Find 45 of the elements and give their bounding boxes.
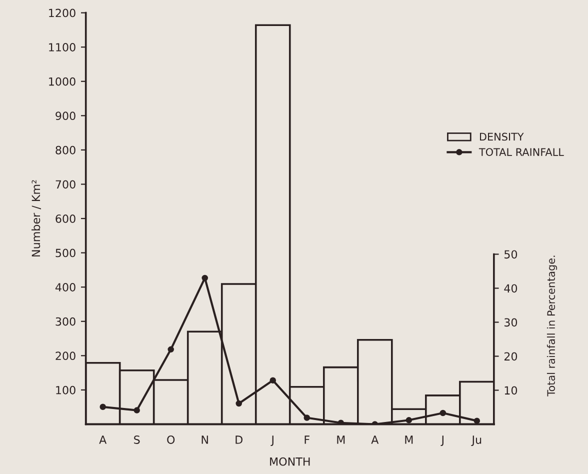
y-tick-label: 1000 xyxy=(49,77,76,86)
y-tick-label: 100 xyxy=(56,386,76,394)
x-tick-label: A xyxy=(99,436,107,444)
point xyxy=(338,420,344,424)
x-tick-label: N xyxy=(202,436,208,444)
x-tick-label: A xyxy=(371,436,379,444)
y2-tick-label: 50 xyxy=(504,250,518,259)
y2-tick-label: 40 xyxy=(504,284,518,293)
x-tick-label: D xyxy=(236,436,242,444)
x-tick-label: M xyxy=(337,436,345,444)
x-axis-title: MONTH xyxy=(270,457,310,466)
y-tick-label: 600 xyxy=(56,214,76,223)
y2-tick-label: 20 xyxy=(504,352,518,361)
point xyxy=(100,404,106,410)
point xyxy=(236,400,242,407)
point xyxy=(474,418,480,424)
y2-axis-title: Total rainfall in Percentage. xyxy=(546,256,558,396)
y-tick-label: 200 xyxy=(56,352,76,360)
legend-label: DENSITY xyxy=(480,132,524,141)
y-axis-title: Number / Km² xyxy=(32,180,42,256)
point xyxy=(168,346,174,353)
y-tick-label: 1100 xyxy=(49,43,76,52)
y-tick-label: 300 xyxy=(56,317,76,326)
point xyxy=(270,377,276,384)
point xyxy=(202,274,208,282)
x-tick-label: M xyxy=(405,436,413,444)
x-tick-label: F xyxy=(304,436,310,444)
x-tick-label: Ju xyxy=(471,436,482,446)
y-tick-label: 500 xyxy=(56,248,76,258)
y-tick-label: 1200 xyxy=(49,8,76,18)
point xyxy=(304,414,310,421)
x-tick-label: O xyxy=(167,436,175,444)
x-tick-label: S xyxy=(134,436,140,444)
y-tick-label: 800 xyxy=(56,146,76,154)
point xyxy=(134,407,140,414)
y2-tick-label: 30 xyxy=(504,318,518,327)
point xyxy=(406,417,412,424)
x-tick-label: J xyxy=(440,436,444,446)
point xyxy=(440,410,446,416)
y-tick-label: 400 xyxy=(55,283,76,292)
y2-tick-label: 10 xyxy=(504,386,518,395)
y-tick-label: 900 xyxy=(56,112,76,120)
y-tick-label: 700 xyxy=(56,180,76,189)
legend-label: TOTAL RAINFALL xyxy=(478,148,564,156)
x-tick-label: J xyxy=(270,436,274,446)
